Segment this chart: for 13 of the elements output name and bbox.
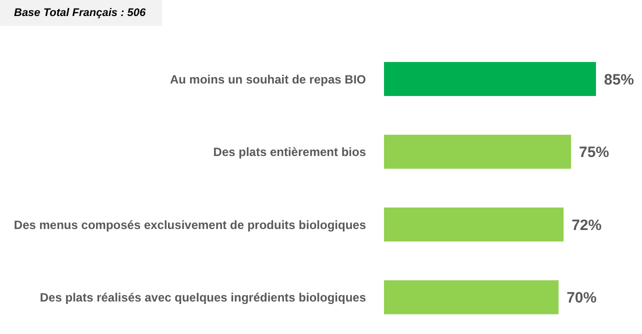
data-label: 75% xyxy=(579,144,610,162)
data-label: 70% xyxy=(566,290,597,307)
bar xyxy=(384,62,596,96)
y-tick-label: Au moins un souhait de repas BIO xyxy=(170,72,366,86)
data-label: 85% xyxy=(604,71,634,88)
bar xyxy=(384,134,572,169)
bar xyxy=(384,280,559,314)
text: Base Total Français : 506 xyxy=(0,0,162,26)
y-tick-label: Des menus composés exclusivement de produits biologiques xyxy=(14,218,366,232)
y-tick-label: Des plats réalisés avec quelques ingrédients biologiques xyxy=(40,290,366,305)
y-tick-label: Des plats entièrement bios xyxy=(213,145,366,160)
bar xyxy=(384,208,564,242)
data-label: 72% xyxy=(572,216,602,234)
